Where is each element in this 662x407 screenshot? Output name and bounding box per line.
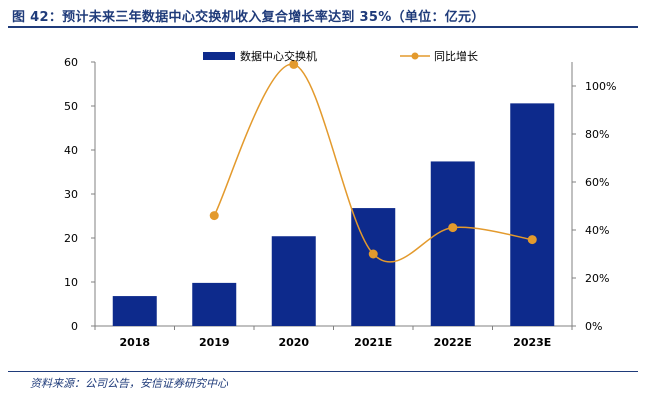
bar-series	[112, 103, 555, 326]
bar	[430, 161, 475, 326]
legend-bar-swatch	[203, 52, 235, 60]
bar	[510, 103, 555, 326]
right-tick-label: 100%	[585, 80, 616, 93]
bar	[271, 236, 316, 326]
left-tick-label: 30	[64, 188, 78, 201]
right-tick-label: 0%	[585, 320, 602, 333]
x-tick-label: 2023E	[513, 336, 551, 349]
x-tick-label: 2021E	[354, 336, 392, 349]
growth-point	[289, 59, 299, 69]
source-divider	[8, 371, 638, 372]
chart-legend: 数据中心交换机 同比增长	[203, 49, 478, 63]
legend-bar-label: 数据中心交换机	[240, 49, 317, 63]
line-series	[209, 59, 537, 263]
left-tick-label: 20	[64, 232, 78, 245]
revenue-growth-chart: 0 10 20 30 40 50 60 0% 20% 40% 60% 80% 100% 2018 2019 2…	[64, 49, 616, 349]
right-tick-label: 40%	[585, 224, 609, 237]
x-tick-label: 2020	[278, 336, 309, 349]
legend-line-marker	[411, 52, 419, 60]
growth-point	[368, 249, 378, 259]
growth-point	[209, 211, 219, 221]
right-tick-label: 80%	[585, 128, 609, 141]
source-note: 资料来源：公司公告，安信证券研究中心	[30, 377, 228, 390]
growth-point	[527, 235, 537, 245]
x-tick-label: 2018	[119, 336, 150, 349]
right-tick-label: 60%	[585, 176, 609, 189]
growth-line	[213, 63, 533, 263]
right-tick-label: 20%	[585, 272, 609, 285]
left-tick-label: 40	[64, 144, 78, 157]
left-tick-label: 50	[64, 100, 78, 113]
x-tick-label: 2022E	[434, 336, 472, 349]
figure-title: 图 42：预计未来三年数据中心交换机收入复合增长率达到 35%（单位：亿元）	[12, 10, 485, 25]
bar	[112, 296, 157, 326]
left-tick-label: 60	[64, 56, 78, 69]
chart-axes: 0 10 20 30 40 50 60 0% 20% 40% 60% 80% 100% 2018 2019 2…	[64, 56, 616, 349]
x-tick-label: 2019	[199, 336, 230, 349]
left-tick-label: 10	[64, 276, 78, 289]
title-divider	[8, 26, 638, 28]
left-tick-label: 0	[71, 320, 78, 333]
bar	[192, 282, 237, 326]
growth-point	[448, 223, 458, 233]
legend-line-label: 同比增长	[434, 49, 478, 63]
